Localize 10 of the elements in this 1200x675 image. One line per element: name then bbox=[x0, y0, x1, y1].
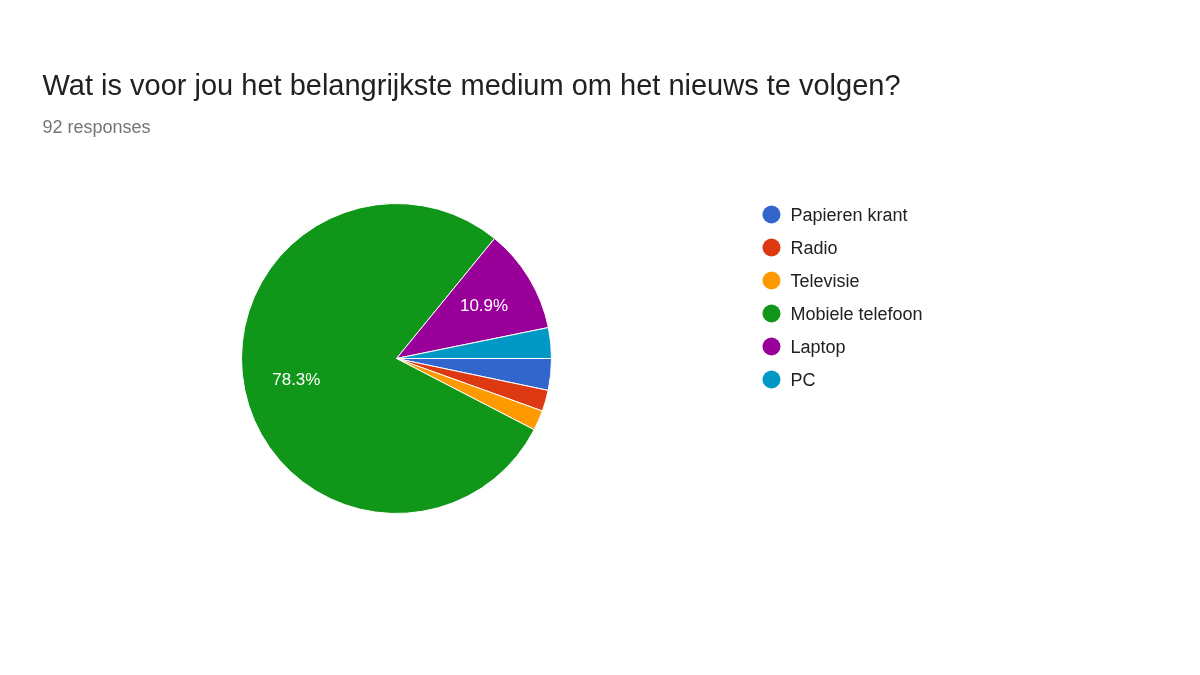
legend-label: Papieren krant bbox=[790, 204, 908, 225]
legend-label: Mobiele telefoon bbox=[790, 303, 923, 324]
data-label: 78.3% bbox=[272, 369, 321, 389]
legend-label: Radio bbox=[790, 237, 838, 258]
legend-label: Laptop bbox=[790, 336, 846, 357]
text: 92 responses bbox=[42, 116, 151, 137]
data-label: 10.9% bbox=[459, 296, 509, 316]
legend-label: Televisie bbox=[790, 270, 860, 291]
legend-label: PC bbox=[790, 369, 816, 390]
chart-title: Wat is voor jou het belangrijkste medium om het nieuws te volgen? bbox=[42, 68, 901, 101]
